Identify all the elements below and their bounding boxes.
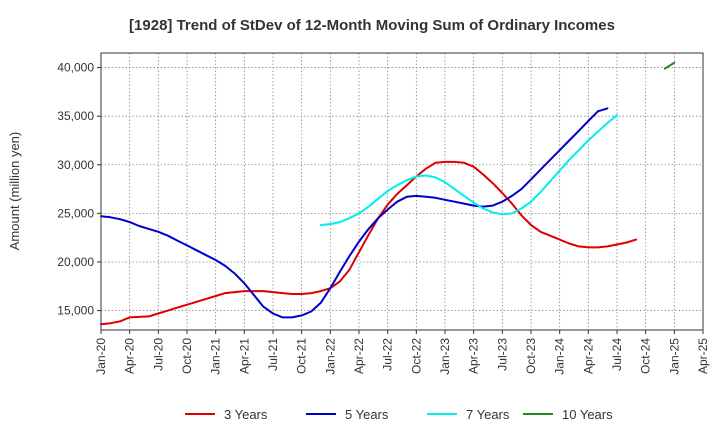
x-axis: Jan-20 Apr-20 Jul-20 Oct-20 Jan-21 Apr-21 Jul-… xyxy=(94,330,710,375)
legend-label: 7 Years xyxy=(466,407,510,422)
x-tick-label: Apr-24 xyxy=(581,338,595,374)
x-tick-label: Oct-21 xyxy=(295,338,309,374)
x-tick-label: Jan-22 xyxy=(323,338,337,375)
legend: 3 Years 5 Years 7 Years 10 Years xyxy=(185,407,613,422)
x-tick-label: Jul-23 xyxy=(495,338,509,371)
series-lines xyxy=(100,61,676,326)
y-tick-label: 20,000 xyxy=(57,255,94,269)
y-tick-label: 35,000 xyxy=(57,109,94,123)
x-tick-label: Jan-20 xyxy=(94,338,108,375)
x-tick-label: Jan-21 xyxy=(209,338,223,375)
legend-label: 10 Years xyxy=(562,407,613,422)
legend-label: 3 Years xyxy=(224,407,268,422)
x-tick-label: Oct-24 xyxy=(639,338,653,374)
x-tick-label: Oct-20 xyxy=(180,338,194,374)
x-tick-label: Oct-23 xyxy=(524,338,538,374)
series-line-7-years xyxy=(319,114,618,226)
series-line-10-years xyxy=(663,61,676,70)
y-tick-label: 25,000 xyxy=(57,206,94,220)
y-tick-label: 40,000 xyxy=(57,61,94,75)
x-tick-label: Apr-20 xyxy=(123,338,137,374)
x-tick-label: Jan-25 xyxy=(667,338,681,375)
y-axis: 15,000 20,000 25,000 30,000 35,000 40,000 xyxy=(57,61,101,318)
x-tick-label: Jul-24 xyxy=(610,338,624,371)
legend-label: 5 Years xyxy=(345,407,389,422)
series-line-3-years xyxy=(100,160,638,326)
x-tick-label: Apr-22 xyxy=(352,338,366,374)
chart-title: [1928] Trend of StDev of 12-Month Moving… xyxy=(129,17,615,34)
x-tick-label: Apr-25 xyxy=(696,338,710,374)
series-line-5-years xyxy=(100,107,609,319)
x-tick-label: Apr-21 xyxy=(237,338,251,374)
y-tick-label: 15,000 xyxy=(57,304,94,318)
plot-frame xyxy=(100,52,704,331)
x-tick-label: Jul-21 xyxy=(266,338,280,371)
x-tick-label: Jul-22 xyxy=(381,338,395,371)
x-tick-label: Jul-20 xyxy=(151,338,165,371)
x-tick-label: Apr-23 xyxy=(467,338,481,374)
x-tick-label: Jan-24 xyxy=(553,338,567,375)
y-axis-label: Amount (million yen) xyxy=(7,132,22,251)
y-tick-label: 30,000 xyxy=(57,158,94,172)
x-tick-label: Oct-22 xyxy=(409,338,423,374)
x-tick-label: Jan-23 xyxy=(438,338,452,375)
grid xyxy=(100,53,704,330)
